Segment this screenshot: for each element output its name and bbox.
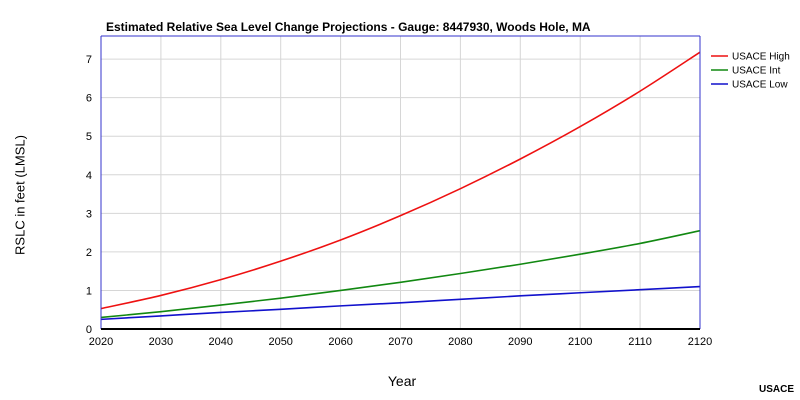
x-axis-label: Year [387,373,417,389]
x-tick-label: 2110 [628,336,652,348]
legend-label-0: USACE High [732,52,790,63]
x-tick-label: 2070 [388,336,412,348]
y-tick-label: 0 [86,324,92,336]
legend-label-2: USACE Low [732,80,788,91]
x-tick-label: 2020 [89,336,113,348]
plot-frame [100,35,701,330]
series-lines [100,51,701,321]
x-tick-label: 2050 [268,336,292,348]
y-tick-label: 3 [86,208,92,220]
y-tick-label: 7 [86,54,92,66]
y-tick-label: 5 [86,131,92,143]
series-line-0 [100,51,701,310]
series-line-1 [100,229,701,319]
chart-title: Estimated Relative Sea Level Change Proj… [106,20,591,34]
x-tick-label: 2080 [448,336,472,348]
x-tick-labels: 2020 2030 2040 2050 2060 2070 2080 2090 2100 2110… [89,336,712,348]
y-tick-labels: 0 1 2 3 4 5 6 7 [86,54,92,336]
x-tick-label: 2100 [568,336,592,348]
series-line-2 [100,285,701,321]
source-credit: USACE [758,384,794,395]
x-tick-label: 2040 [209,336,233,348]
legend: USACE High USACE Int USACE Low [711,52,790,91]
y-tick-label: 1 [86,285,92,297]
y-tick-label: 2 [86,247,92,259]
grid-lines [101,36,700,329]
y-tick-label: 4 [86,170,92,182]
x-tick-label: 2060 [328,336,352,348]
x-tick-label: 2120 [688,336,712,348]
legend-label-1: USACE Int [732,66,781,77]
y-tick-label: 6 [86,93,92,105]
x-tick-label: 2090 [508,336,532,348]
x-tick-label: 2030 [149,336,173,348]
